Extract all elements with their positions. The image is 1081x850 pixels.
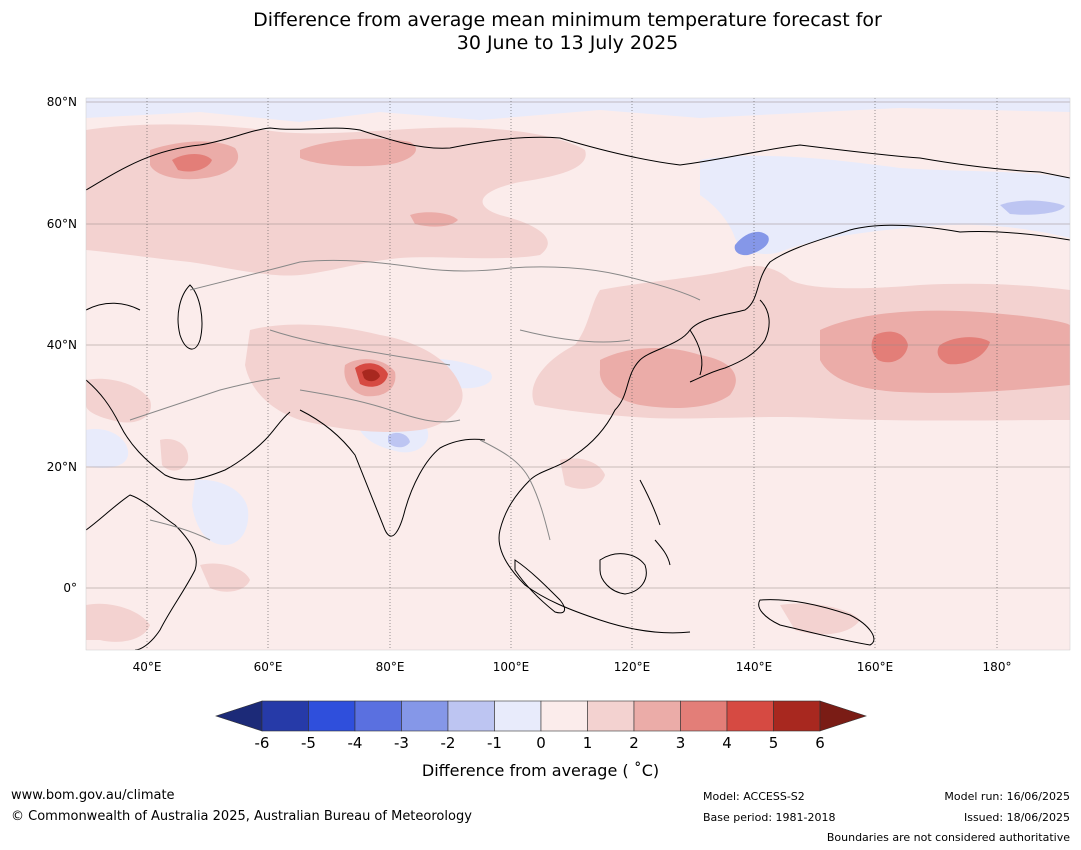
latitude-labels: 80°N 60°N 40°N 20°N 0°: [47, 95, 77, 595]
colorbar-swatch: [261, 700, 309, 732]
coastline-arabia: [86, 379, 291, 481]
anomaly-region: [937, 337, 990, 365]
anomaly-region: [871, 331, 908, 363]
colorbar-swatch: [633, 700, 681, 732]
colorbar-tick-label: 1: [583, 734, 593, 752]
title-line-1: Difference from average mean minimum tem…: [253, 9, 882, 31]
colorbar-swatch: [726, 700, 774, 732]
colorbar-tick-label: 0: [536, 734, 546, 752]
colorbar-swatch: [447, 700, 495, 732]
coastline-india: [299, 409, 486, 537]
colorbar-tick-label: -5: [301, 734, 316, 752]
lon-label: 80°E: [376, 660, 405, 674]
map-title: Difference from average mean minimum tem…: [0, 9, 1081, 55]
colorbar-swatch: [680, 700, 728, 732]
lat-label: 40°N: [47, 338, 77, 352]
anomaly-region: [172, 154, 212, 172]
base-period: Base period: 1981-2018: [703, 811, 836, 824]
colorbar-swatch: [773, 700, 821, 732]
coastline-sumatra: [514, 559, 566, 614]
colorbar-tick-label: -4: [348, 734, 363, 752]
lat-label: 20°N: [47, 460, 77, 474]
lon-label: 60°E: [254, 660, 283, 674]
coastlines: [86, 127, 1070, 650]
colorbar-tick-label: -2: [441, 734, 456, 752]
lat-label: 0°: [63, 581, 77, 595]
anomaly-region: [86, 603, 150, 642]
meridians: [146, 98, 998, 650]
anomaly-region: [388, 432, 410, 448]
anomaly-region: [86, 378, 151, 423]
colorbar-swatch: [494, 700, 542, 732]
coastline-africa: [86, 494, 197, 650]
country-boundaries: [129, 259, 701, 541]
coastline-korea: [689, 329, 703, 376]
anomaly-region: [560, 458, 605, 489]
boundary-disclaimer: Boundaries are not considered authoritat…: [826, 831, 1070, 844]
anomaly-region: [700, 155, 1070, 255]
colorbar-extend-low: [215, 700, 263, 732]
anomaly-region: [86, 429, 129, 468]
colorbar-tick-label: 5: [769, 734, 779, 752]
copyright-text: © Commonwealth of Australia 2025, Austra…: [11, 809, 472, 824]
website-link[interactable]: www.bom.gov.au/climate: [11, 788, 175, 803]
lon-label: 160°E: [857, 660, 894, 674]
lon-label: 100°E: [493, 660, 530, 674]
longitude-labels: 40°E 60°E 80°E 100°E 120°E 140°E 160°E 1…: [133, 660, 1012, 674]
coastline-philippines: [639, 479, 671, 566]
anomaly-region: [362, 369, 380, 382]
anomaly-region: [300, 138, 416, 167]
colorbar-tick-label: 6: [815, 734, 825, 752]
coastline-japan: [689, 299, 770, 383]
colorbar-tick-label: 4: [722, 734, 732, 752]
lon-label: 180°: [983, 660, 1012, 674]
colorbar-tick-label: 3: [676, 734, 686, 752]
colorbar: -6 -5 -4 -3 -2 -1 0 1 2 3 4 5 6: [215, 700, 867, 752]
anomaly-shading: [86, 98, 1070, 642]
lat-label: 80°N: [47, 95, 77, 109]
model-run-date: Model run: 16/06/2025: [944, 790, 1070, 803]
map-frame: [85, 97, 1071, 651]
colorbar-swatch: [308, 700, 356, 732]
anomaly-region: [734, 231, 769, 256]
colorbar-swatch: [587, 700, 635, 732]
issued-date: Issued: 18/06/2025: [963, 811, 1070, 824]
colorbar-tick-label: 2: [629, 734, 639, 752]
lon-label: 40°E: [133, 660, 162, 674]
anomaly-region: [410, 212, 458, 227]
lat-label: 60°N: [47, 217, 77, 231]
anomaly-region: [86, 98, 1070, 122]
model-name: Model: ACCESS-S2: [703, 790, 805, 803]
lon-label: 140°E: [736, 660, 773, 674]
coastline-pacific: [498, 224, 1070, 634]
anomaly-region: [1000, 200, 1065, 215]
anomaly-region: [160, 439, 189, 471]
coastline-eurasia-north: [86, 127, 1070, 191]
anomaly-region: [200, 563, 250, 592]
colorbar-tick-label: -3: [394, 734, 409, 752]
coastline-black-caspian: [86, 284, 203, 350]
gridlines: [86, 101, 1070, 589]
colorbar-swatch: [540, 700, 588, 732]
colorbar-extend-high: [819, 700, 867, 732]
anomaly-region: [780, 603, 860, 635]
colorbar-title: Difference from average ( ˚C): [421, 761, 660, 780]
colorbar-tick-label: -6: [255, 734, 270, 752]
anomaly-region: [192, 479, 249, 545]
coastline-borneo: [599, 553, 647, 595]
coastline-newguinea: [758, 599, 875, 646]
lon-label: 120°E: [614, 660, 651, 674]
title-line-2: 30 June to 13 July 2025: [456, 32, 679, 54]
colorbar-tick-label: -1: [487, 734, 502, 752]
colorbar-swatch: [401, 700, 449, 732]
colorbar-swatch: [354, 700, 402, 732]
